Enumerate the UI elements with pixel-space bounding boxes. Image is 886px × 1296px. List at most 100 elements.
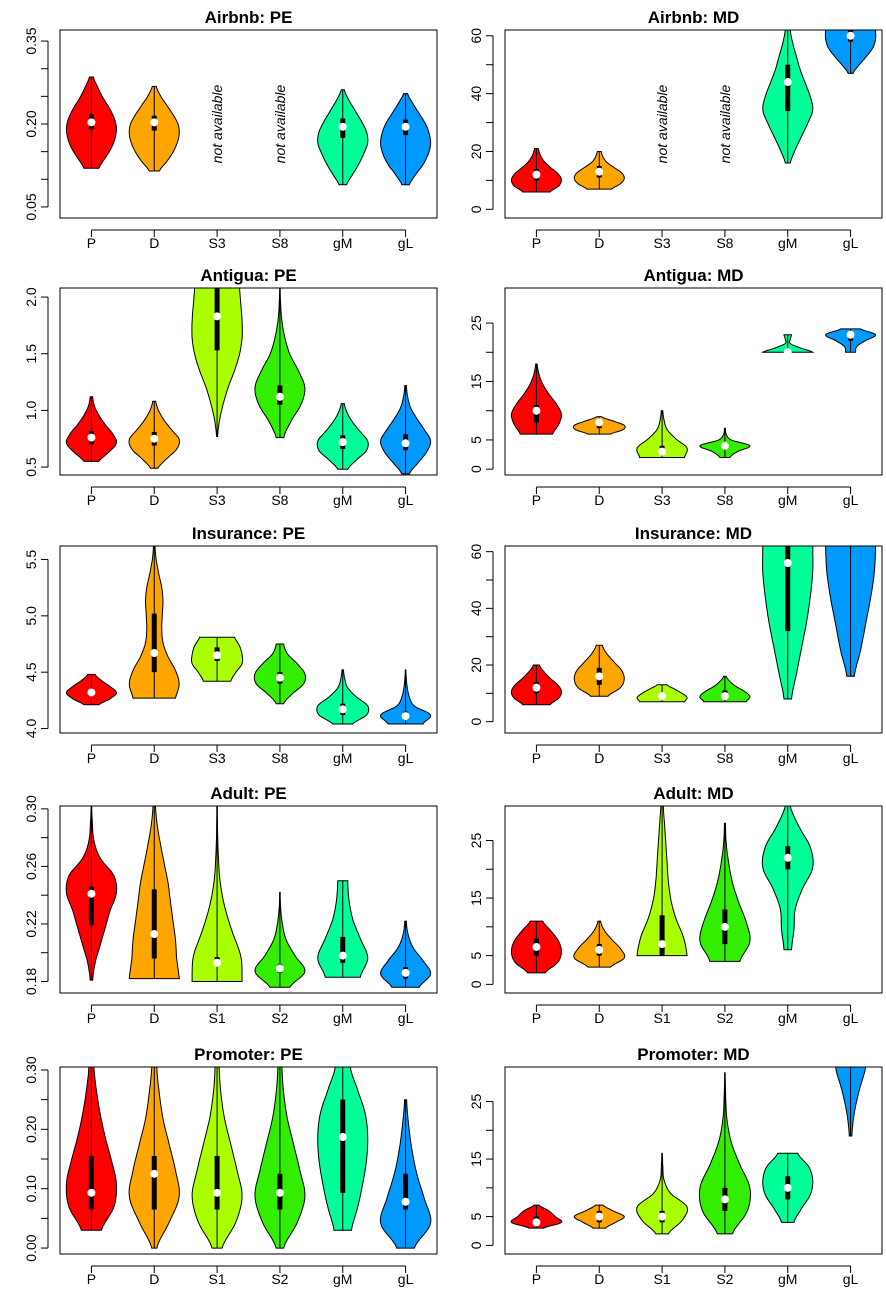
violins: [65, 1067, 432, 1249]
plot-frame: [504, 29, 883, 219]
x-tick-label: S1: [209, 1271, 226, 1287]
panel-6: Adult: PE 0.18 0.22 0.26 0.30 P D S1 S2 gM gL: [23, 784, 438, 1026]
y-tick-label: 60: [468, 28, 484, 44]
median-point-D: [595, 672, 604, 681]
median-point-S8: [275, 673, 284, 682]
median-point-P: [87, 688, 96, 697]
x-tick-label: S8: [716, 750, 733, 766]
median-point-D: [150, 434, 159, 443]
y-tick-label: 5: [468, 951, 484, 959]
x-tick-label: D: [594, 1271, 604, 1287]
x-tick-label: gL: [843, 492, 859, 508]
x-tick-label: D: [594, 235, 604, 251]
x-tick-label: gL: [843, 235, 859, 251]
median-point-S1: [658, 940, 667, 949]
y-tick-label: 5: [468, 436, 484, 444]
median-point-S1: [658, 1212, 667, 1221]
median-point-S2: [720, 922, 729, 931]
panel-title: Promoter: PE: [194, 1045, 303, 1064]
median-point-S3: [658, 692, 667, 701]
x-tick-label: S8: [716, 492, 733, 508]
median-point-S3: [213, 312, 222, 321]
x-tick-label: D: [594, 750, 604, 766]
panel-4: Insurance: PE 4.0 4.5 5.0 5.5 P D S3 S8 gM gL: [23, 524, 438, 766]
x-tick-label: D: [149, 1010, 159, 1026]
x-tick-label: D: [594, 1010, 604, 1026]
median-point-S2: [275, 964, 284, 973]
y-tick-label: 15: [468, 890, 484, 906]
y-tick-label: 0: [468, 465, 484, 473]
y-tick-label: 4.0: [23, 719, 39, 739]
x-tick-label: S2: [716, 1271, 733, 1287]
x-tick-label: gM: [333, 750, 352, 766]
y-tick-label: 0.30: [23, 795, 39, 822]
median-point-gL: [401, 122, 410, 131]
x-tick-label: S1: [654, 1271, 671, 1287]
median-point-P: [532, 1218, 541, 1227]
median-point-S8: [720, 441, 729, 450]
x-tick-label: S3: [654, 492, 671, 508]
x-tick-label: S3: [654, 235, 671, 251]
y-tick-label: 0.05: [23, 193, 39, 220]
x-tick-label: P: [532, 750, 541, 766]
violins: [510, 1067, 867, 1235]
y-tick-label: 2.0: [23, 287, 39, 307]
median-point-D: [150, 1169, 159, 1178]
median-point-gM: [338, 951, 347, 960]
y-tick-label: 15: [468, 374, 484, 390]
y-tick-label: 0.00: [23, 1234, 39, 1261]
panel-2: Antigua: PE 0.5 1.0 1.5 2.0 P D S3 S8 gM gL: [23, 266, 438, 508]
x-tick-label: P: [87, 750, 96, 766]
panel-3: Antigua: MD 0 5 15 25 P D S3 S8 gM gL: [468, 266, 883, 508]
y-tick-label: 0.30: [23, 1056, 39, 1083]
median-point-gL: [846, 330, 855, 339]
violins: [65, 546, 432, 725]
y-tick-label: 60: [468, 544, 484, 560]
median-point-gL: [401, 439, 410, 448]
median-point-S8: [275, 392, 284, 401]
x-tick-label: P: [87, 1271, 96, 1287]
x-tick-label: P: [532, 492, 541, 508]
x-tick-label: P: [532, 235, 541, 251]
median-point-gM: [783, 348, 792, 357]
x-tick-label: S3: [209, 492, 226, 508]
plot-frame: [504, 287, 883, 476]
x-tick-label: P: [532, 1010, 541, 1026]
x-tick-label: gM: [778, 1010, 797, 1026]
y-tick-label: 0.20: [23, 110, 39, 137]
median-point-D: [150, 930, 159, 939]
not-available-label: not available: [654, 84, 670, 163]
median-point-D: [595, 1212, 604, 1221]
median-point-S1: [213, 1188, 222, 1197]
panel-title: Adult: PE: [210, 784, 287, 803]
median-point-gM: [783, 853, 792, 862]
panel-title: Airbnb: MD: [648, 8, 740, 27]
panel-7: Adult: MD 0 5 15 25 P D S1 S2 gM gL: [468, 784, 883, 1026]
x-tick-label: gL: [398, 1271, 414, 1287]
plot-frame: [59, 287, 438, 476]
y-tick-label: 1.0: [23, 400, 39, 420]
plot-frame: [59, 545, 438, 734]
not-available-label: not available: [209, 84, 225, 163]
x-tick-label: D: [594, 492, 604, 508]
median-point-gM: [338, 122, 347, 131]
median-point-D: [595, 167, 604, 176]
x-tick-label: P: [87, 1010, 96, 1026]
median-point-P: [87, 118, 96, 127]
plot-frame: [504, 805, 883, 994]
violins: [510, 546, 877, 706]
median-point-P: [532, 683, 541, 692]
violins: [510, 30, 877, 193]
x-tick-label: D: [149, 750, 159, 766]
x-tick-label: S2: [271, 1010, 288, 1026]
median-point-gM: [783, 78, 792, 87]
median-point-S1: [213, 958, 222, 967]
x-tick-label: gL: [398, 235, 414, 251]
y-tick-label: 20: [468, 143, 484, 159]
y-tick-label: 0.18: [23, 968, 39, 995]
median-point-gM: [338, 705, 347, 714]
x-tick-label: P: [87, 492, 96, 508]
median-point-gL: [401, 968, 410, 977]
median-point-D: [150, 118, 159, 127]
median-point-P: [532, 170, 541, 179]
